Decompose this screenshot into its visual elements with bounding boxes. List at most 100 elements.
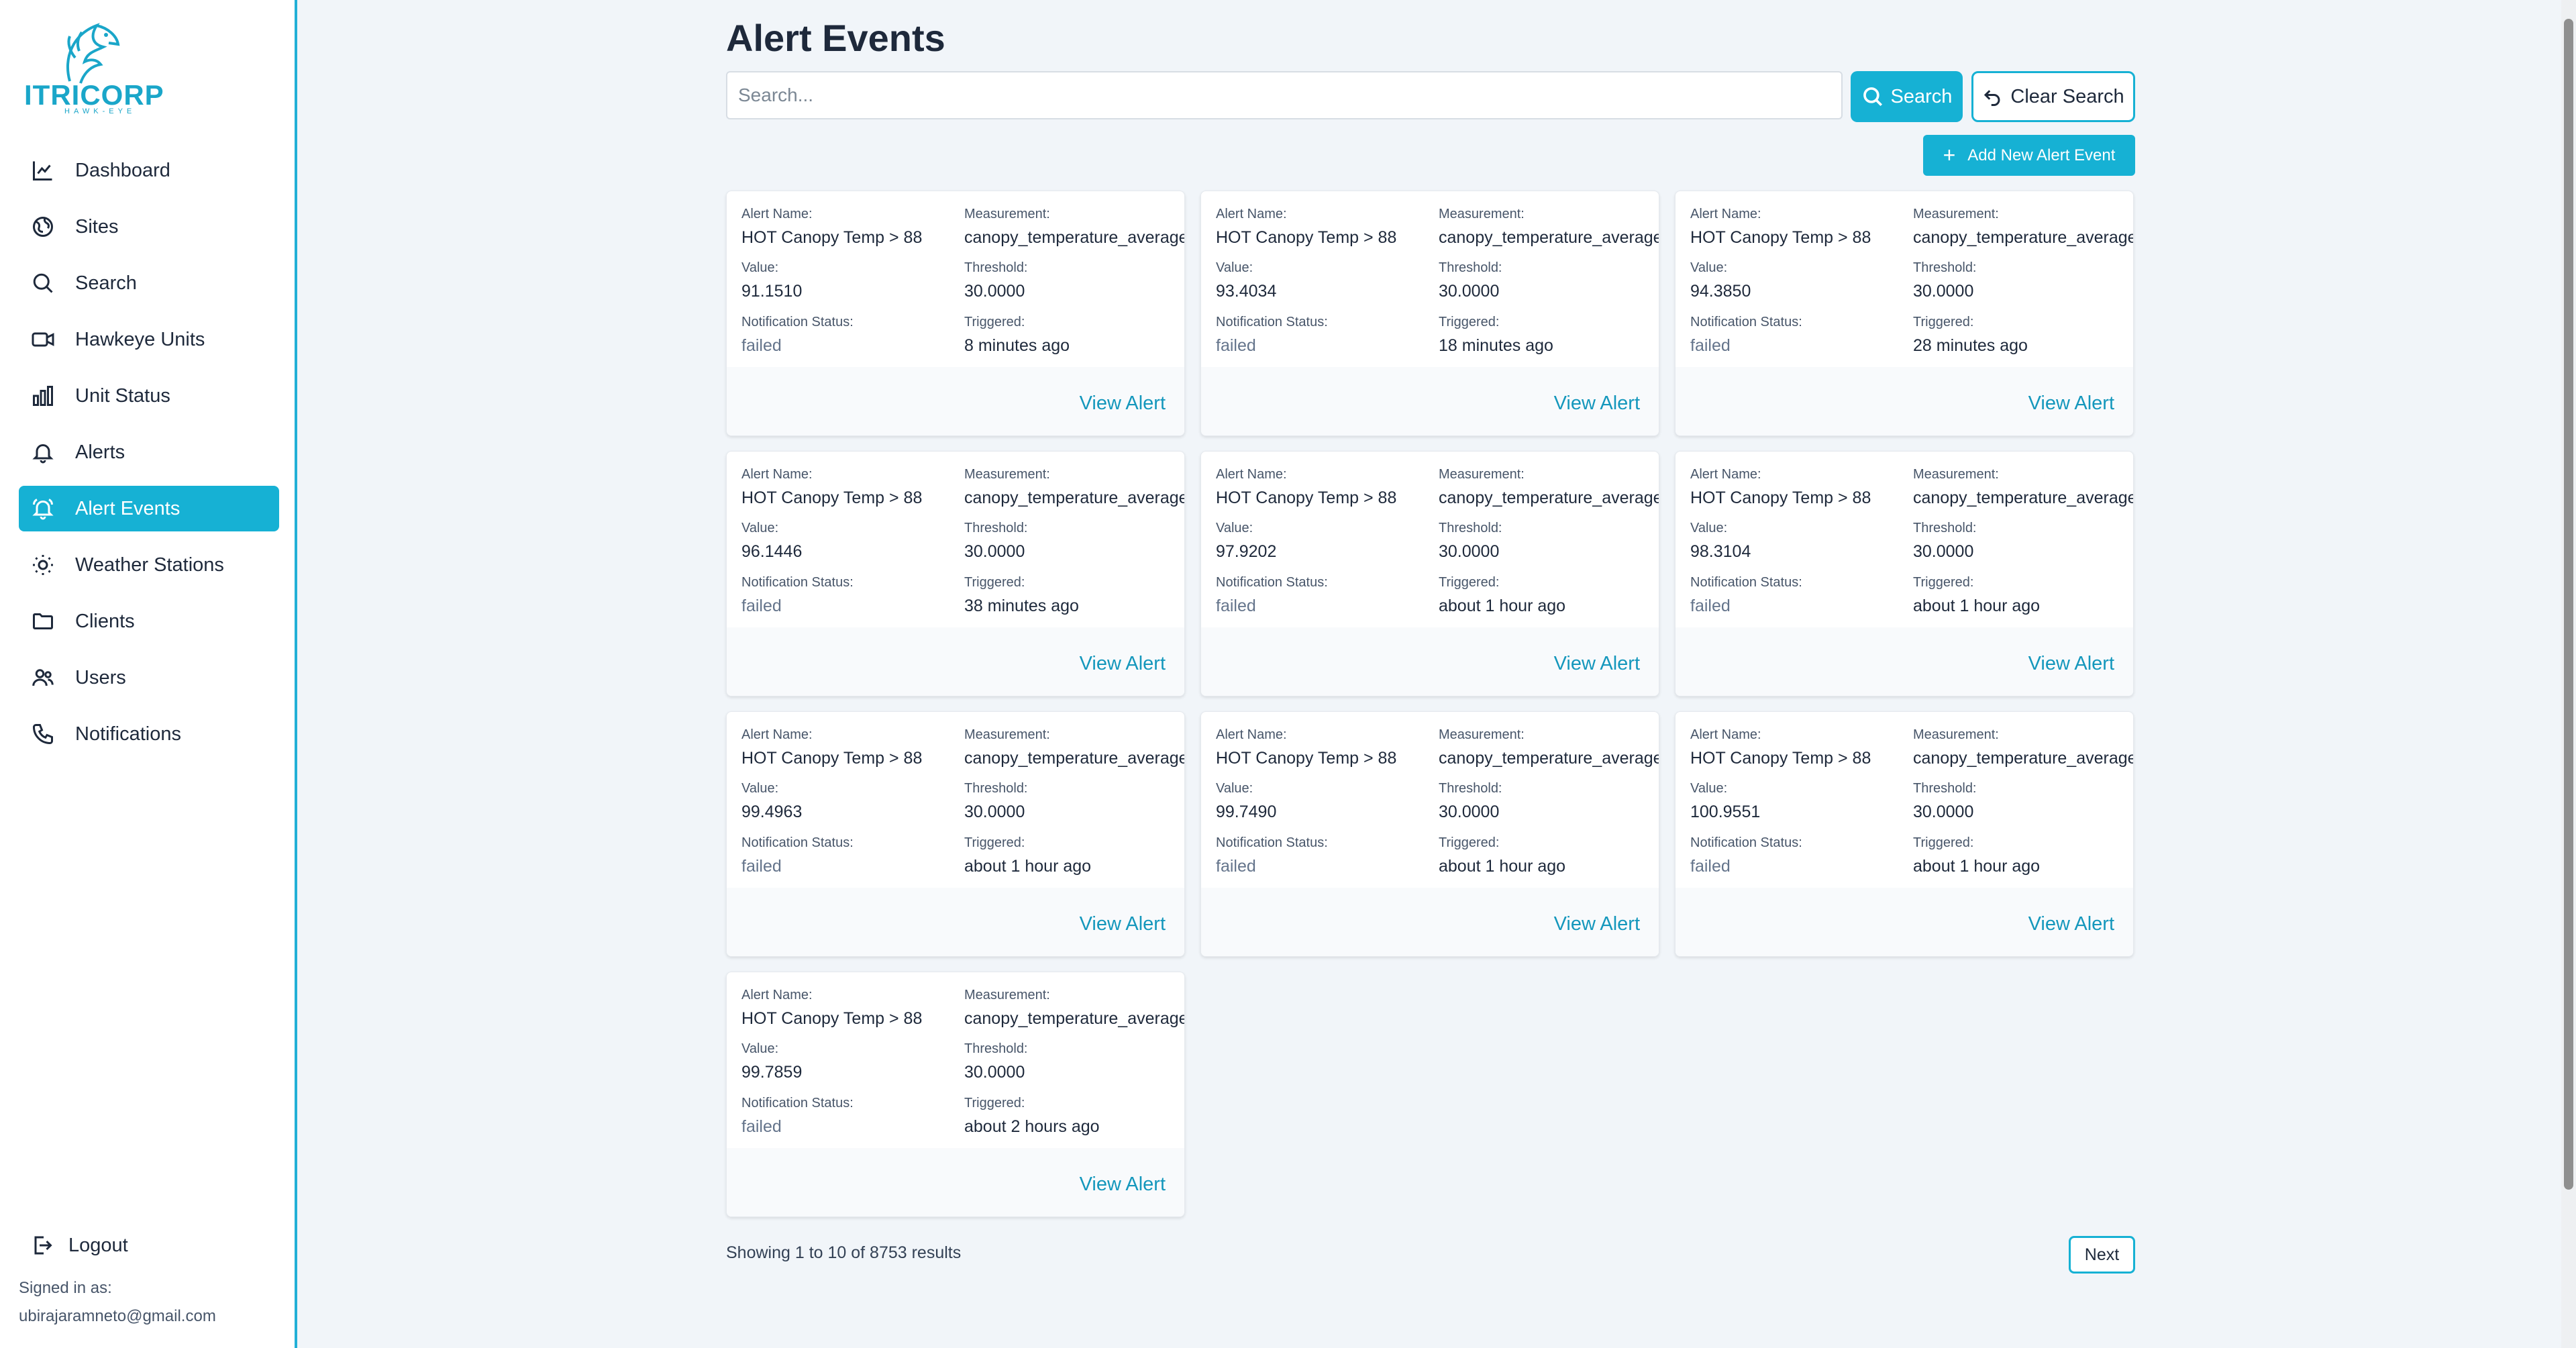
view-alert-link[interactable]: View Alert (1079, 1174, 1166, 1195)
measurement-value: canopy_temperature_average (964, 749, 1185, 768)
view-alert-link[interactable]: View Alert (1079, 653, 1166, 674)
threshold-value: 30.0000 (1439, 282, 1500, 301)
view-alert-link[interactable]: View Alert (2028, 913, 2114, 935)
threshold-label: Threshold: (1439, 781, 1502, 796)
value-label: Value: (1216, 781, 1253, 796)
view-alert-link[interactable]: View Alert (1079, 393, 1166, 414)
sidebar-item-label: Sites (75, 215, 119, 238)
alert-name-field: Alert Name: HOT Canopy Temp > 88 (1216, 466, 1396, 508)
alert-event-card: Alert Name: HOT Canopy Temp > 88 Measure… (726, 451, 1185, 696)
search-icon (30, 270, 56, 297)
sidebar-item-hawkeye-units[interactable]: Hawkeye Units (19, 317, 279, 362)
value-field: Value: 99.7490 (1216, 780, 1276, 822)
search-input[interactable] (726, 71, 1843, 119)
notification-status-field: Notification Status: failed (1216, 574, 1328, 616)
alert-name-label: Alert Name: (1690, 467, 1761, 482)
notification-status-field: Notification Status: failed (1690, 314, 1802, 356)
search-button[interactable]: Search (1851, 71, 1963, 122)
notification-status-label: Notification Status: (741, 315, 854, 329)
notification-status-label: Notification Status: (741, 835, 854, 850)
triggered-value: about 1 hour ago (1439, 857, 1566, 876)
notification-status-field: Notification Status: failed (1216, 314, 1328, 356)
sidebar-item-users[interactable]: Users (19, 655, 279, 701)
triggered-label: Triggered: (1439, 835, 1500, 850)
notification-status-value: failed (741, 597, 782, 615)
notification-status-value: failed (741, 336, 782, 355)
card-footer: View Alert (1676, 627, 2133, 696)
card-footer: View Alert (1201, 367, 1659, 435)
alert-name-label: Alert Name: (741, 467, 813, 482)
alert-name-label: Alert Name: (741, 207, 813, 221)
measurement-field: Measurement: canopy_temperature_average (964, 727, 1185, 768)
view-alert-link[interactable]: View Alert (1553, 393, 1640, 414)
sidebar-item-alerts[interactable]: Alerts (19, 429, 279, 475)
search-icon (1863, 87, 1882, 107)
value-value: 99.7859 (741, 1063, 803, 1082)
sidebar-item-label: Hawkeye Units (75, 328, 205, 350)
triggered-field: Triggered: 18 minutes ago (1439, 314, 1553, 356)
alert-name-field: Alert Name: HOT Canopy Temp > 88 (741, 466, 922, 508)
clear-search-button[interactable]: Clear Search (1971, 71, 2135, 122)
clear-search-label: Clear Search (2010, 85, 2124, 107)
alert-name-label: Alert Name: (741, 988, 813, 1002)
video-camera-icon (30, 326, 56, 353)
triggered-field: Triggered: 8 minutes ago (964, 314, 1070, 356)
triggered-value: 18 minutes ago (1439, 336, 1553, 355)
users-icon (30, 664, 56, 691)
card-body: Alert Name: HOT Canopy Temp > 88 Measure… (727, 452, 1184, 627)
scrollbar[interactable] (2561, 0, 2576, 1348)
alert-name-field: Alert Name: HOT Canopy Temp > 88 (1216, 727, 1396, 768)
logout-button[interactable]: Logout (30, 1233, 128, 1257)
threshold-label: Threshold: (1913, 521, 1977, 535)
measurement-value: canopy_temperature_average (964, 488, 1185, 507)
triggered-value: 28 minutes ago (1913, 336, 2028, 355)
notification-status-label: Notification Status: (1216, 835, 1328, 850)
notification-status-label: Notification Status: (1690, 315, 1802, 329)
view-alert-link[interactable]: View Alert (1553, 653, 1640, 674)
sidebar-item-sites[interactable]: Sites (19, 204, 279, 250)
value-value: 98.3104 (1690, 542, 1751, 561)
triggered-label: Triggered: (1913, 315, 1974, 329)
alert-name-field: Alert Name: HOT Canopy Temp > 88 (741, 727, 922, 768)
sidebar-item-dashboard[interactable]: Dashboard (19, 148, 279, 193)
notification-status-value: failed (1690, 857, 1731, 876)
sidebar-item-label: Users (75, 666, 126, 688)
card-footer: View Alert (727, 888, 1184, 956)
notification-status-field: Notification Status: failed (1216, 835, 1328, 876)
sidebar-item-alert-events[interactable]: Alert Events (19, 486, 279, 531)
alert-name-value: HOT Canopy Temp > 88 (1690, 228, 1871, 247)
measurement-label: Measurement: (1439, 207, 1525, 221)
value-field: Value: 91.1510 (741, 260, 802, 301)
measurement-label: Measurement: (964, 988, 1050, 1002)
alert-name-field: Alert Name: HOT Canopy Temp > 88 (741, 206, 922, 248)
measurement-field: Measurement: canopy_temperature_average (964, 987, 1185, 1029)
threshold-label: Threshold: (1913, 781, 1977, 796)
next-page-button[interactable]: Next (2069, 1236, 2135, 1274)
triggered-value: about 1 hour ago (1913, 857, 2041, 876)
value-value: 99.4963 (741, 802, 803, 821)
sidebar-item-clients[interactable]: Clients (19, 599, 279, 644)
view-alert-link[interactable]: View Alert (2028, 653, 2114, 674)
sidebar-item-search[interactable]: Search (19, 260, 279, 306)
sidebar-item-unit-status[interactable]: Unit Status (19, 373, 279, 419)
triggered-field: Triggered: about 1 hour ago (1439, 835, 1565, 876)
threshold-value: 30.0000 (1913, 542, 1974, 561)
alert-event-card: Alert Name: HOT Canopy Temp > 88 Measure… (1200, 451, 1659, 696)
phone-icon (30, 721, 56, 747)
threshold-field: Threshold: 30.0000 (964, 1041, 1028, 1082)
view-alert-link[interactable]: View Alert (2028, 393, 2114, 414)
sidebar-item-weather-stations[interactable]: Weather Stations (19, 542, 279, 588)
alert-name-value: HOT Canopy Temp > 88 (1216, 749, 1397, 768)
sidebar-item-label: Unit Status (75, 384, 170, 407)
measurement-value: canopy_temperature_average (964, 1009, 1185, 1028)
view-alert-link[interactable]: View Alert (1079, 913, 1166, 935)
add-alert-event-button[interactable]: + Add New Alert Event (1923, 135, 2135, 176)
notification-status-label: Notification Status: (1690, 575, 1802, 590)
scrollbar-thumb[interactable] (2564, 19, 2573, 1190)
view-alert-link[interactable]: View Alert (1553, 913, 1640, 935)
triggered-label: Triggered: (1439, 575, 1500, 590)
sidebar-item-notifications[interactable]: Notifications (19, 711, 279, 757)
triggered-field: Triggered: about 2 hours ago (964, 1095, 1100, 1137)
card-footer: View Alert (1676, 888, 2133, 956)
alert-event-card: Alert Name: HOT Canopy Temp > 88 Measure… (1200, 191, 1659, 436)
